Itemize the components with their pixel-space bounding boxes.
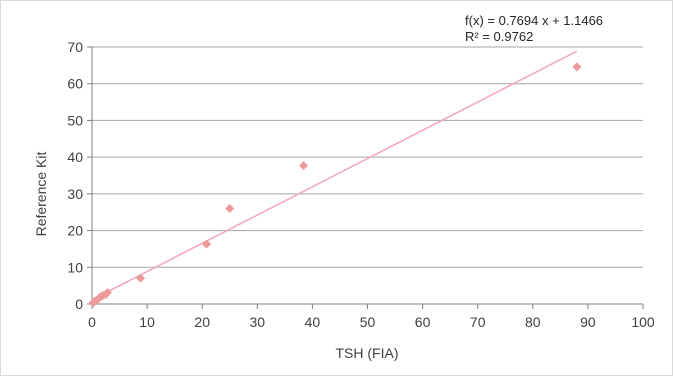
- y-tick-label-0: 0: [75, 296, 83, 312]
- y-tick-label-20: 20: [67, 223, 83, 239]
- trendline-r-squared: R² = 0.9762: [465, 29, 533, 44]
- y-tick-label-30: 30: [67, 186, 83, 202]
- data-point: [225, 204, 235, 214]
- x-tick-label-100: 100: [631, 314, 655, 330]
- y-tick-label-60: 60: [67, 76, 83, 92]
- data-point: [299, 161, 309, 171]
- x-tick-label-10: 10: [139, 314, 155, 330]
- y-tick-label-10: 10: [67, 259, 83, 275]
- y-tick-label-40: 40: [67, 149, 83, 165]
- x-tick-label-30: 30: [250, 314, 266, 330]
- data-point: [102, 288, 112, 298]
- y-tick-label-50: 50: [67, 112, 83, 128]
- trendline-layer: [91, 50, 578, 301]
- data-point: [572, 62, 582, 72]
- axes: [87, 46, 644, 309]
- data-point: [202, 239, 212, 249]
- tick-labels: 0 10 20 30 40 50 60 70 0 10 20 30 40 50 60 70 80 90 100: [67, 39, 654, 330]
- x-tick-label-90: 90: [580, 314, 596, 330]
- x-tick-label-20: 20: [194, 314, 210, 330]
- y-axis-title: Reference Kit: [33, 151, 49, 236]
- trendline-equation: f(x) = 0.7694 x + 1.1466: [465, 13, 603, 28]
- x-tick-label-70: 70: [470, 314, 486, 330]
- x-tick-label-40: 40: [305, 314, 321, 330]
- gridlines: [92, 46, 643, 268]
- x-tick-label-80: 80: [525, 314, 541, 330]
- x-tick-label-0: 0: [88, 314, 96, 330]
- data-point: [135, 273, 145, 283]
- trendline: [91, 50, 578, 301]
- x-tick-label-50: 50: [360, 314, 376, 330]
- data-points: [88, 62, 582, 308]
- y-tick-label-70: 70: [67, 39, 83, 55]
- x-axis-title: TSH (FIA): [336, 345, 399, 361]
- x-tick-label-60: 60: [415, 314, 431, 330]
